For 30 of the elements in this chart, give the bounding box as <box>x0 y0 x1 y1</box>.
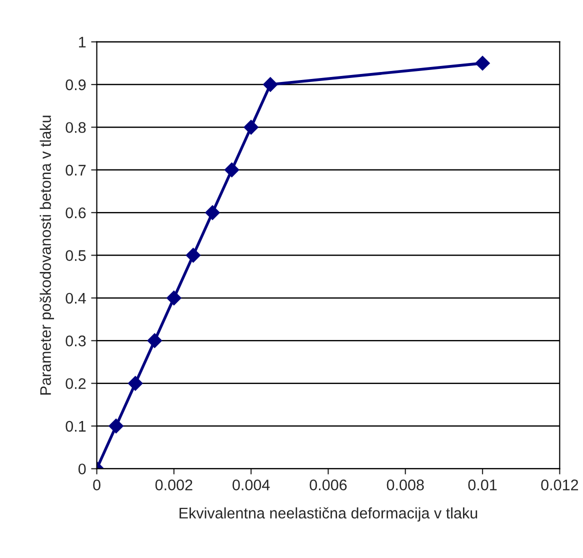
point <box>128 376 143 391</box>
x-tick-label: 0.008 <box>386 480 424 490</box>
x-tick-label: 0.002 <box>155 480 192 490</box>
point <box>166 290 182 306</box>
point <box>108 418 124 434</box>
y-axis-title: Parameter poškodovanosti betona v tlaku <box>40 116 54 395</box>
y-tick-label: 0.1 <box>66 420 86 432</box>
y-tick-label: 0.7 <box>66 164 86 176</box>
y-tick-label: 0.4 <box>66 292 86 304</box>
x-tick-label: 0.012 <box>541 480 578 490</box>
point <box>205 205 220 220</box>
x-axis-title: Ekvivalentna neelastična deformacija v tlaku <box>180 507 478 522</box>
y-tick-label: 0 <box>78 464 86 474</box>
y-tick-label: 0.8 <box>66 122 86 133</box>
point <box>224 162 240 178</box>
y-tick-label: 0.9 <box>66 79 86 90</box>
y-tick-label: 0.3 <box>66 336 86 346</box>
x-tick-label: 0.004 <box>232 480 270 490</box>
point <box>475 56 490 71</box>
point <box>244 120 258 135</box>
y-tick-label: 0.6 <box>66 207 86 218</box>
point <box>147 333 162 348</box>
x-tick-label: 0.006 <box>310 480 347 490</box>
y-tick-label: 0.2 <box>66 378 86 390</box>
y-tick-label: 0.5 <box>66 250 86 261</box>
point <box>186 248 201 263</box>
y-tick-label: 1 <box>79 36 86 48</box>
point <box>262 77 278 92</box>
x-tick-label: 0.01 <box>468 480 497 490</box>
x-tick-label: 0 <box>93 480 100 490</box>
